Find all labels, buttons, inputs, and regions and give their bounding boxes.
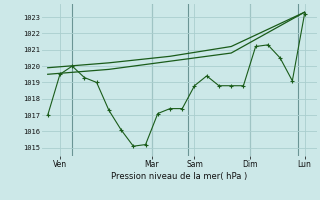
- X-axis label: Pression niveau de la mer( hPa ): Pression niveau de la mer( hPa ): [111, 172, 247, 181]
